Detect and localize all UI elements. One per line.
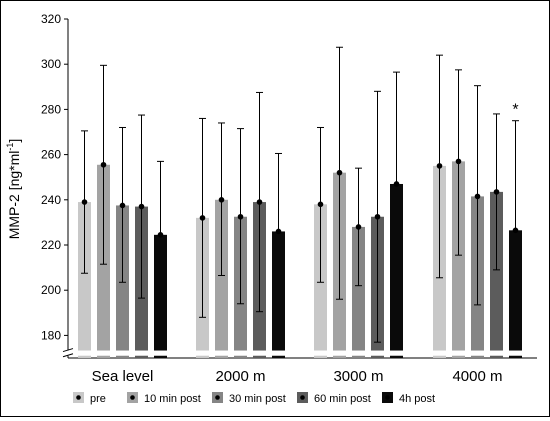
legend-marker: [130, 395, 135, 400]
y-tick-label: 200: [41, 283, 61, 297]
legend-item[interactable]: 10 min post: [127, 392, 201, 405]
bar: [352, 226, 365, 358]
legend-item[interactable]: 30 min post: [212, 392, 286, 405]
axis-break-mark: [62, 353, 74, 358]
error-bars: [81, 46, 519, 343]
bars: [78, 161, 522, 358]
mean-point: [374, 213, 381, 220]
mean-point: [100, 161, 107, 168]
y-tick-label: 260: [41, 148, 61, 162]
bar: [215, 199, 228, 358]
y-tick-label: 240: [41, 193, 61, 207]
category-labels: Sea level 2000 m 3000 m 4000 m: [92, 368, 503, 385]
axis-break-gap: [64, 350, 537, 356]
mean-point: [317, 201, 324, 208]
legend[interactable]: pre 10 min post 30 min post 60 min post 4h p…: [73, 392, 435, 405]
bar: [390, 183, 403, 358]
mean-point: [199, 215, 206, 221]
mean-point: [218, 197, 225, 203]
legend-item[interactable]: pre: [73, 392, 106, 405]
legend-label: 10 min post: [144, 393, 201, 405]
legend-label: pre: [90, 393, 106, 405]
mean-point: [355, 224, 362, 230]
y-tick-label: 180: [41, 328, 61, 342]
mean-point: [474, 193, 481, 200]
y-tick-label: 300: [41, 57, 61, 71]
legend-item[interactable]: 60 min post: [297, 392, 371, 405]
annotations: *: [512, 102, 518, 119]
mean-point: [81, 199, 88, 205]
y-tick-label: 280: [41, 102, 61, 116]
y-axis-label-end: ]: [6, 139, 22, 143]
mean-point: [512, 227, 519, 234]
bar: [78, 202, 91, 358]
category-label: 2000 m: [215, 368, 265, 385]
bar: [509, 230, 522, 358]
legend-marker: [76, 395, 81, 400]
significance-asterisk: *: [512, 102, 518, 119]
category-label: 4000 m: [452, 368, 502, 385]
y-axis-label-base: MMP-2 [ng*ml: [6, 151, 22, 240]
bar: [452, 161, 465, 358]
legend-label: 60 min post: [314, 393, 371, 405]
mean-point: [393, 181, 400, 187]
legend-label: 4h post: [399, 393, 435, 405]
y-tick-label: 320: [41, 12, 61, 26]
y-axis-label: MMP-2 [ng*ml-1]: [5, 139, 22, 240]
legend-label: 30 min post: [229, 393, 286, 405]
legend-item[interactable]: 4h post: [382, 392, 435, 405]
axis-break-mark: [62, 348, 74, 353]
axis-break: [62, 348, 537, 358]
mean-point: [256, 199, 263, 205]
y-tick-label: 220: [41, 238, 61, 252]
mean-point: [157, 232, 164, 238]
mean-point: [138, 203, 145, 210]
category-label: 3000 m: [333, 368, 383, 385]
bar: [154, 234, 167, 358]
category-label: Sea level: [92, 368, 154, 385]
bar: [490, 191, 503, 358]
mean-point: [336, 169, 343, 176]
mean-point: [493, 189, 500, 195]
mean-point: [237, 213, 244, 220]
bar: [272, 231, 285, 358]
mean-point: [436, 163, 443, 169]
mean-point: [455, 158, 462, 165]
legend-marker: [215, 395, 220, 400]
mean-point: [275, 228, 282, 235]
legend-marker: [385, 395, 390, 400]
y-axis-label-sup: -1: [5, 143, 15, 151]
mean-point: [119, 202, 126, 209]
legend-marker: [300, 395, 305, 400]
